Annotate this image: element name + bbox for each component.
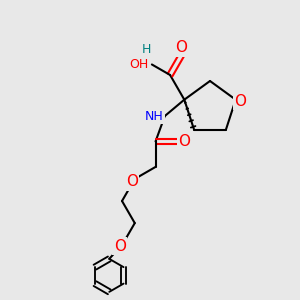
Text: O: O (126, 174, 138, 189)
Text: O: O (114, 239, 126, 254)
Text: O: O (178, 134, 190, 149)
Text: H: H (142, 43, 151, 56)
Text: NH: NH (145, 110, 163, 122)
Text: O: O (175, 40, 187, 56)
Text: O: O (234, 94, 246, 109)
Text: OH: OH (130, 58, 149, 71)
